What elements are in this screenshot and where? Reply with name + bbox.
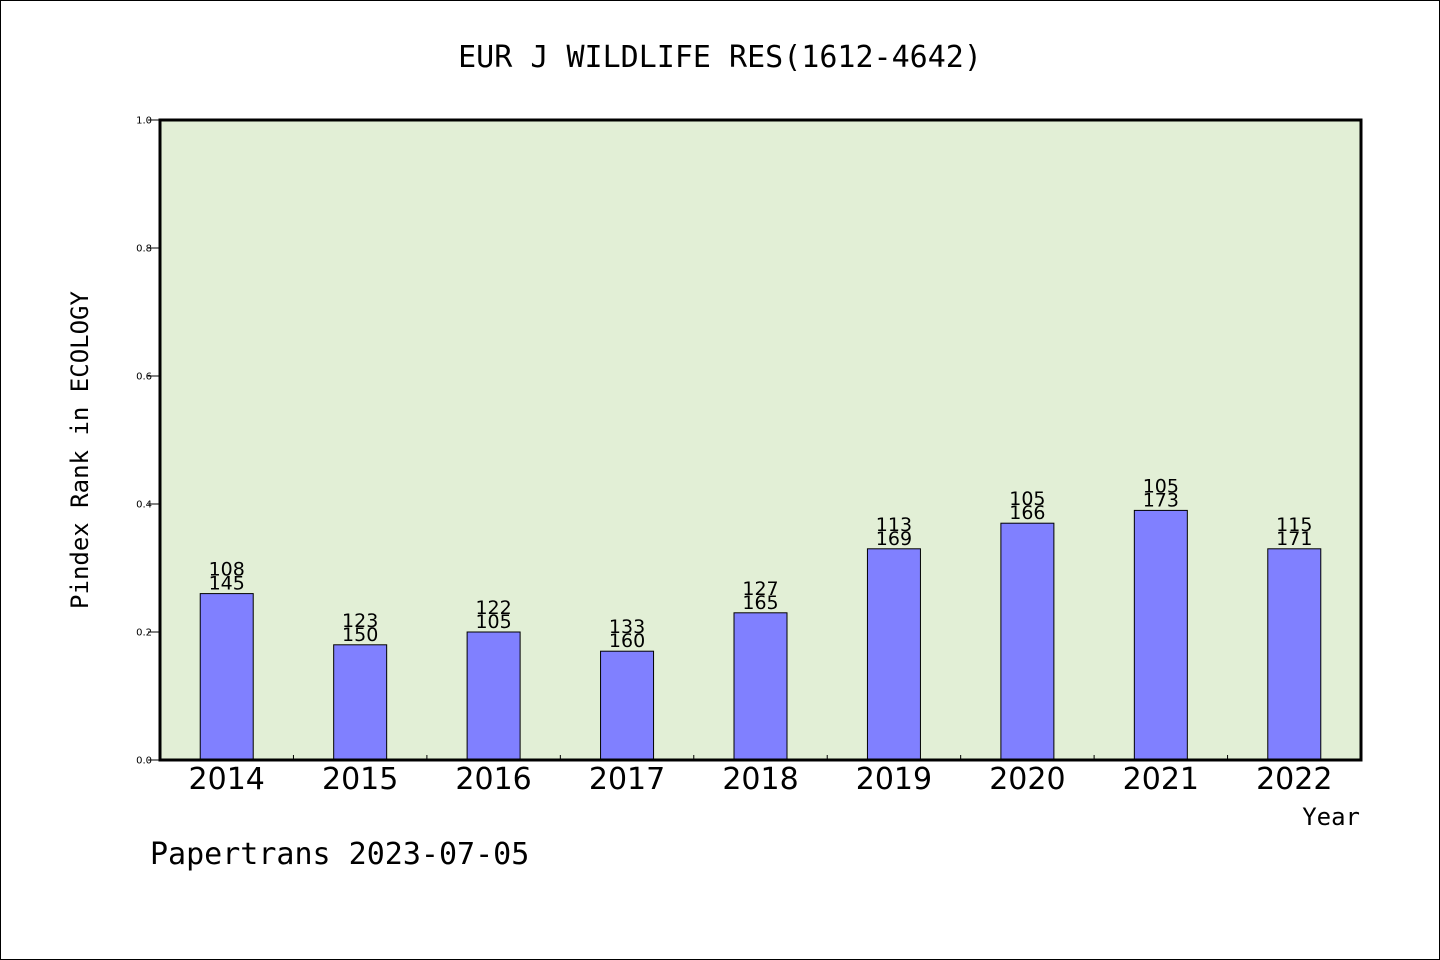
- bar-label-top-2021: 105: [1143, 475, 1179, 497]
- bar-label-bottom-2016: 105: [475, 611, 511, 633]
- x-tick-label-2018: 2018: [722, 762, 798, 797]
- x-tick-label-2022: 2022: [1256, 762, 1332, 797]
- x-tick-label-2021: 2021: [1123, 762, 1199, 797]
- chart-title: EUR J WILDLIFE RES(1612-4642): [458, 40, 982, 75]
- axes-group: 2014 2015 2016 2017 2018 2019 2020 2021 2022 0.0 0…: [136, 116, 1363, 797]
- bar-label-top-2020: 105: [1009, 488, 1045, 510]
- bar-label-top-2015: 123: [342, 610, 378, 632]
- bar-label-top-2018: 127: [742, 578, 778, 600]
- bar-label-top-2016: 122: [475, 597, 511, 619]
- bar-label-bottom-2021: 173: [1143, 489, 1179, 511]
- x-tick-label-2016: 2016: [455, 762, 531, 797]
- bar-label-top-2019: 113: [876, 514, 912, 536]
- bar-label-bottom-2022: 171: [1276, 528, 1312, 550]
- bar-2018: [733, 612, 788, 761]
- y-tick-label-0.8: 0.8: [136, 244, 152, 255]
- bar-label-bottom-2020: 166: [1009, 502, 1045, 524]
- x-tick-label-2014: 2014: [189, 762, 265, 797]
- bar-label-bottom-2015: 150: [342, 624, 378, 646]
- y-tick-label-0.4: 0.4: [136, 500, 152, 511]
- plot-border: [158, 118, 1363, 762]
- bar-label-bottom-2017: 160: [609, 630, 645, 652]
- bar-2019: [866, 548, 921, 761]
- y-tick-label-0.0: 0.0: [136, 756, 152, 767]
- footer-text: Papertrans 2023-07-05: [150, 837, 529, 872]
- x-axis-label: Year: [1302, 803, 1360, 831]
- bar-label-top-2017: 133: [609, 616, 645, 638]
- y-axis-label: Pindex Rank in ECOLOGY: [66, 291, 94, 609]
- bar-2016: [466, 631, 521, 761]
- x-tick-label-2015: 2015: [322, 762, 398, 797]
- y-tick-label-0.2: 0.2: [136, 628, 152, 639]
- bar-label-bottom-2018: 165: [742, 592, 778, 614]
- bar-label-top-2022: 115: [1276, 514, 1312, 536]
- x-tick-label-2017: 2017: [589, 762, 665, 797]
- bar-2021: [1133, 509, 1188, 761]
- x-tick-label-2019: 2019: [856, 762, 932, 797]
- y-tick-label-1.0: 1.0: [136, 116, 152, 127]
- bar-2017: [600, 650, 655, 761]
- bar-2015: [333, 644, 388, 761]
- bar-label-bottom-2019: 169: [876, 528, 912, 550]
- y-tick-label-0.6: 0.6: [136, 372, 152, 383]
- bar-2022: [1267, 548, 1322, 761]
- bar-2020: [1000, 522, 1055, 761]
- bar-label-bottom-2014: 145: [209, 573, 245, 595]
- x-tick-label-2020: 2020: [989, 762, 1065, 797]
- bar-label-top-2014: 108: [209, 559, 245, 581]
- bar-2014: [199, 593, 254, 761]
